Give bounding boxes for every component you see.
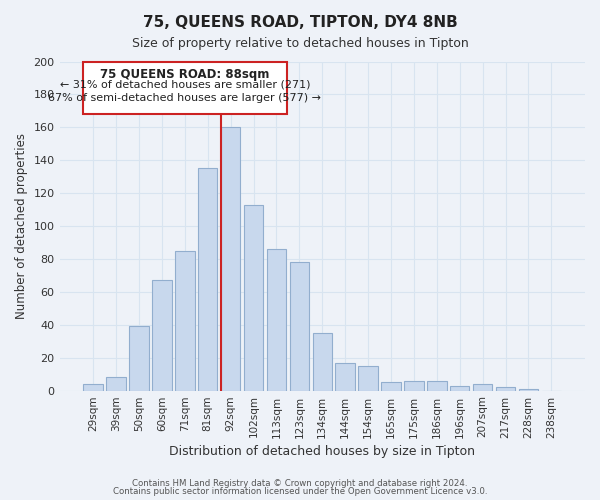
- Bar: [221, 128, 241, 390]
- Text: 75, QUEENS ROAD, TIPTON, DY4 8NB: 75, QUEENS ROAD, TIPTON, DY4 8NB: [143, 15, 457, 30]
- Bar: [175, 250, 194, 390]
- Bar: [381, 382, 401, 390]
- Text: 67% of semi-detached houses are larger (577) →: 67% of semi-detached houses are larger (…: [49, 93, 322, 103]
- Bar: [313, 333, 332, 390]
- Bar: [335, 362, 355, 390]
- Bar: [152, 280, 172, 390]
- Text: Contains HM Land Registry data © Crown copyright and database right 2024.: Contains HM Land Registry data © Crown c…: [132, 478, 468, 488]
- Bar: [290, 262, 309, 390]
- Bar: [519, 389, 538, 390]
- Bar: [496, 388, 515, 390]
- Text: ← 31% of detached houses are smaller (271): ← 31% of detached houses are smaller (27…: [59, 80, 310, 90]
- Bar: [358, 366, 378, 390]
- X-axis label: Distribution of detached houses by size in Tipton: Distribution of detached houses by size …: [169, 444, 475, 458]
- Bar: [198, 168, 217, 390]
- FancyBboxPatch shape: [83, 62, 287, 114]
- Y-axis label: Number of detached properties: Number of detached properties: [15, 133, 28, 319]
- Text: 75 QUEENS ROAD: 88sqm: 75 QUEENS ROAD: 88sqm: [100, 68, 269, 81]
- Bar: [106, 378, 126, 390]
- Text: Size of property relative to detached houses in Tipton: Size of property relative to detached ho…: [131, 38, 469, 51]
- Bar: [404, 380, 424, 390]
- Bar: [244, 204, 263, 390]
- Bar: [83, 384, 103, 390]
- Text: Contains public sector information licensed under the Open Government Licence v3: Contains public sector information licen…: [113, 487, 487, 496]
- Bar: [427, 380, 446, 390]
- Bar: [450, 386, 469, 390]
- Bar: [473, 384, 493, 390]
- Bar: [129, 326, 149, 390]
- Bar: [267, 249, 286, 390]
